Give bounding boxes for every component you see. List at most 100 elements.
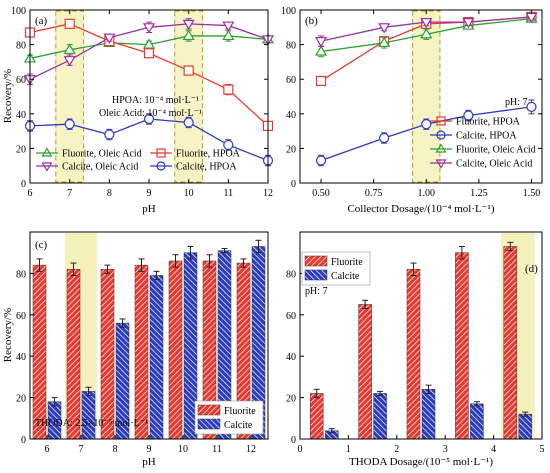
panel-a-legend-label-fluorite-oleic-acid: Fluorite, Oleic Acid xyxy=(62,149,142,160)
panel-c-bar-calcite-3 xyxy=(149,275,164,440)
panel-b-ytick-label-5: 100 xyxy=(281,6,296,17)
panel-b-xtick-label-0: 0.50 xyxy=(312,188,330,199)
panel-a-point-fluorite-hpoa-5 xyxy=(223,84,234,95)
panel-c-bar-fluorite-1 xyxy=(66,269,81,440)
panel-b-point-calcite-oleic-acid-3 xyxy=(462,18,475,29)
panel-d-frame xyxy=(299,231,543,440)
panel-c-xtick-label-3: 9 xyxy=(147,444,152,455)
panel-a-point-fluorite-hpoa-3 xyxy=(143,48,155,59)
panel-b-point-calcite-hpoa-2 xyxy=(421,119,432,130)
panel-a-point-calcite-hpoa-2 xyxy=(104,129,115,140)
panel-b-legend-marker-calcite-hpoa xyxy=(436,130,446,140)
panel-a-legend-marker-fluorite-oleic-acid xyxy=(41,147,53,157)
panel-a-highlight-0 xyxy=(55,11,84,182)
panel-c-ytick-label-3: 60 xyxy=(16,311,26,322)
panel-c-bar-fluorite-4 xyxy=(168,260,183,440)
panel-b-legend-label-fluorite-oleic-acid: Fluorite, Oleic Acid xyxy=(456,145,536,156)
panel-a-legend: Fluorite, Oleic Acid Fluorite, HPOA Calcit… xyxy=(36,147,241,173)
panel-a-xtick-label-0: 6 xyxy=(28,188,33,199)
panel-a-legend-label-fluorite-hpoa: Fluorite, HPOA xyxy=(176,149,241,160)
panel-d-bar-fluorite-2 xyxy=(406,269,421,440)
panel-d-bar-calcite-1 xyxy=(373,393,387,440)
panel-c-ytick-label-1: 20 xyxy=(16,394,26,405)
panel-b-note: pH: 7 xyxy=(505,97,528,108)
panel-c-bar-calcite-1 xyxy=(81,391,96,440)
panel-c: 6 7 8 9 10 11 12 0 20 40 60 80 (c) THODA: 2.5×10⁻⁵ … xyxy=(2,231,269,468)
panel-a-point-calcite-oleic-acid-4 xyxy=(182,19,195,31)
panel-c-ytick-label-4: 80 xyxy=(16,269,26,280)
panel-a-ytick-label-1: 20 xyxy=(16,144,26,155)
panel-d-xtick-label-4: 4 xyxy=(491,444,496,455)
panel-b-ytick-label-2: 40 xyxy=(286,110,296,121)
panel-d-ytick-label-3: 60 xyxy=(286,311,296,322)
panel-b-ytick-label-1: 20 xyxy=(286,144,296,155)
panel-a-ytick-label-4: 80 xyxy=(16,41,26,52)
panel-c-legend-label-fluorite: Fluorite xyxy=(224,406,256,417)
panel-d-legend-label-fluorite: Fluorite xyxy=(331,257,363,268)
panel-b-point-fluorite-oleic-acid-0 xyxy=(314,45,328,56)
panel-a-point-calcite-hpoa-4 xyxy=(183,117,194,128)
panel-b-point-calcite-hpoa-0 xyxy=(315,155,327,166)
panel-c-ytick-label-2: 40 xyxy=(16,352,26,363)
panel-b-point-fluorite-oleic-acid-1 xyxy=(378,36,391,47)
panel-c-ytick-label-0: 0 xyxy=(21,435,26,446)
panel-d-label: (d) xyxy=(525,263,538,275)
panel-b-legend-marker-calcite-oleic-acid xyxy=(435,159,447,169)
panel-a-xtick-label-3: 9 xyxy=(147,188,152,199)
panel-a-legend-marker-calcite-hpoa xyxy=(156,161,166,171)
panel-b-point-fluorite-oleic-acid-2 xyxy=(420,28,433,39)
panel-d-note: pH: 7 xyxy=(305,286,328,297)
panel-b-ytick-label-4: 80 xyxy=(286,41,296,52)
panel-a-label: (a) xyxy=(35,15,48,27)
panel-d-legend-swatch-fluorite xyxy=(304,255,328,267)
panel-b-legend: Fluorite, HPOA Calcite, HPOA Fluorite, Ole… xyxy=(430,116,536,170)
panel-d-legend-swatch-calcite xyxy=(304,269,328,281)
panel-c-xlabel: pH xyxy=(142,456,156,468)
panel-b-point-calcite-hpoa-3 xyxy=(463,110,474,121)
panel-d-bar-calcite-3 xyxy=(470,403,484,440)
panel-d-xtick-label-0: 0 xyxy=(298,444,303,455)
panel-a-point-calcite-oleic-acid-2 xyxy=(103,33,116,44)
panel-c-legend-swatch-calcite xyxy=(197,418,221,430)
panel-b-xtick-label-1: 0.75 xyxy=(365,188,383,199)
panel-d-xtick-label-1: 1 xyxy=(346,444,351,455)
panel-c-legend-label-calcite: Calcite xyxy=(224,420,253,431)
panel-d-bar-fluorite-3 xyxy=(455,252,469,440)
panel-a-legend-label-calcite-oleic-acid: Calcite, Oleic Acid xyxy=(62,162,138,173)
panel-a-note-1: HPOA: 10⁻⁴ mol·L⁻¹ xyxy=(112,95,199,106)
panel-b: 0 20 40 60 80 100 0.50 0.75 1.00 1.25 1.50 (b) pH:… xyxy=(281,6,543,215)
panel-b-point-fluorite-hpoa-0 xyxy=(315,75,327,87)
panel-d-ytick-label-1: 20 xyxy=(286,394,296,405)
panel-c-xtick-label-0: 6 xyxy=(45,444,50,455)
panel-a-point-calcite-hpoa-3 xyxy=(143,113,155,125)
panel-d-bar-calcite-4 xyxy=(518,413,533,440)
panel-c-bar-fluorite-2 xyxy=(100,269,115,440)
panel-c-xtick-label-6: 12 xyxy=(246,444,256,455)
panel-a-point-fluorite-oleic-acid-1 xyxy=(63,43,76,54)
panel-a-point-calcite-oleic-acid-1 xyxy=(63,56,76,67)
panel-a-legend-marker-fluorite-hpoa xyxy=(156,148,166,158)
panel-a-ytick-label-5: 100 xyxy=(11,6,26,17)
panel-d-bar-fluorite-4 xyxy=(503,246,518,440)
panel-b-xtick-label-3: 1.25 xyxy=(470,188,488,199)
panel-a-point-calcite-hpoa-1 xyxy=(64,119,75,130)
panel-b-legend-label-fluorite-hpoa: Fluorite, HPOA xyxy=(456,117,521,128)
panel-a-xtick-label-4: 10 xyxy=(184,188,194,199)
panel-b-ytick-label-3: 60 xyxy=(286,75,296,86)
panel-d-legend: Fluorite Calcite xyxy=(301,251,371,286)
panel-c-xtick-label-5: 11 xyxy=(212,444,222,455)
panel-c-xtick-label-4: 10 xyxy=(178,444,188,455)
panel-b-point-calcite-hpoa-1 xyxy=(379,132,390,144)
panel-a-point-fluorite-oleic-acid-5 xyxy=(222,29,235,41)
panel-c-ylabel: Recovery/% xyxy=(2,308,14,362)
panel-b-xlabel: Collector Dosage/(10⁻⁴ mol·L⁻¹) xyxy=(347,203,494,215)
panel-a-ytick-label-0: 0 xyxy=(21,179,26,190)
panel-b-point-calcite-hpoa-4 xyxy=(526,101,537,112)
panel-a-point-fluorite-oleic-acid-4 xyxy=(182,29,195,41)
panel-a-ytick-label-2: 40 xyxy=(16,110,26,121)
panel-c-xtick-label-2: 8 xyxy=(113,444,118,455)
panel-c-bar-fluorite-3 xyxy=(134,264,149,440)
panel-d-xtick-label-3: 3 xyxy=(443,444,448,455)
panel-a-point-fluorite-hpoa-1 xyxy=(64,18,75,29)
panel-b-xtick-label-2: 1.00 xyxy=(418,188,436,199)
